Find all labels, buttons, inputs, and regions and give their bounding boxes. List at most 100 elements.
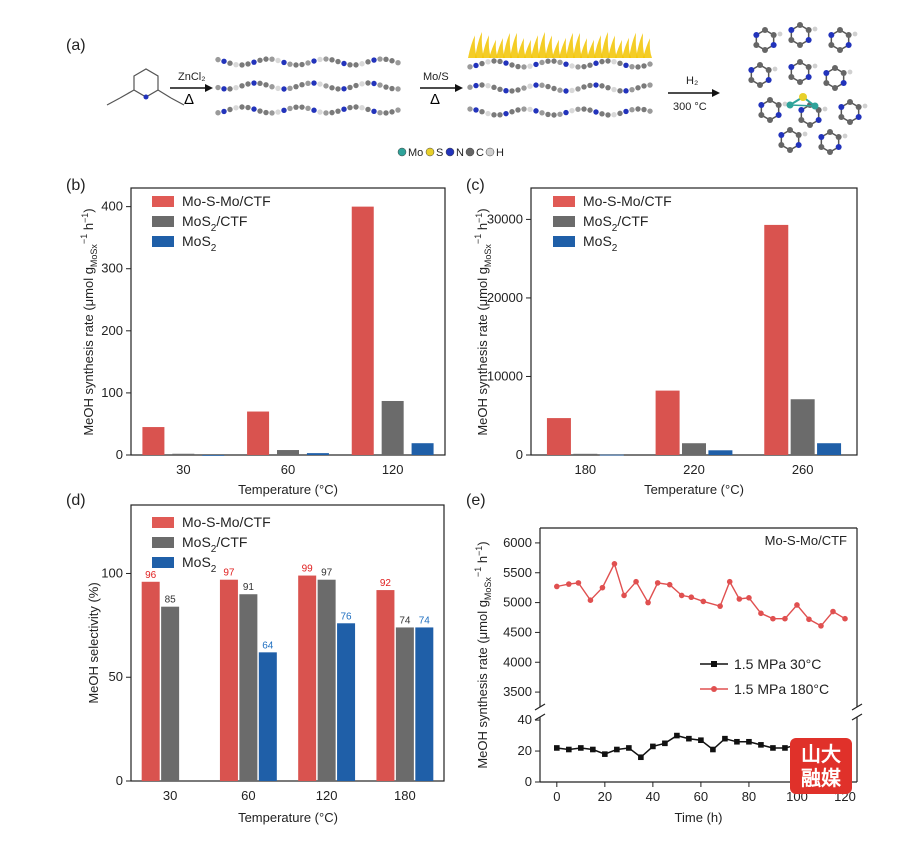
y-tick-label: 5000	[503, 595, 532, 610]
atom	[635, 85, 641, 91]
bar-mos2-ctf-180	[395, 627, 414, 781]
atom	[770, 42, 777, 48]
atom	[395, 60, 401, 66]
atom	[293, 62, 299, 68]
atom	[629, 107, 635, 113]
atom-mo	[786, 101, 794, 109]
y-tick-label: 0	[516, 447, 523, 462]
y-tick-label: 20000	[487, 290, 523, 305]
atom	[557, 111, 563, 117]
atom	[617, 88, 623, 94]
point-180c	[566, 581, 572, 587]
atom	[775, 102, 782, 108]
bar-mos2-60	[258, 652, 277, 781]
legend-swatch	[152, 537, 174, 548]
atom	[758, 102, 765, 108]
atom	[257, 80, 263, 87]
atom	[311, 58, 317, 64]
atom	[389, 58, 395, 64]
atom-h	[822, 106, 828, 112]
point-180c	[611, 561, 618, 567]
legend-swatch	[553, 196, 575, 207]
y-axis-label: MeOH synthesis rate (μmol gMoSx−1 h−1)	[473, 208, 493, 435]
atom	[795, 142, 802, 148]
atom	[269, 110, 275, 116]
mosx-fringe	[622, 37, 631, 58]
atom-h	[842, 133, 848, 139]
legend-label-30c: 1.5 MPa 30°C	[734, 656, 821, 672]
bar-mos2-30	[202, 455, 225, 456]
legend-label: MoS2	[182, 554, 217, 575]
atom	[753, 32, 760, 38]
atom	[251, 80, 257, 86]
atom-s	[799, 93, 807, 101]
point-30c	[698, 737, 704, 744]
bar-mo-s-mo-ctf-30	[142, 427, 165, 455]
x-tick-label: 180	[574, 462, 596, 477]
x-tick-label: 220	[683, 462, 705, 477]
step2-condition: Δ	[430, 91, 440, 108]
atom	[539, 82, 545, 88]
atom-legend-label: H	[496, 147, 504, 159]
atom	[491, 58, 497, 64]
chart-title: Mo-S-Mo/CTF	[765, 533, 847, 548]
x-tick-label: 60	[694, 789, 708, 804]
atom	[778, 132, 785, 138]
atom	[827, 129, 833, 135]
atom	[748, 77, 755, 83]
atom	[611, 112, 617, 118]
y-tick-label: 3500	[503, 684, 532, 699]
atom	[828, 42, 835, 48]
point-180c	[717, 603, 723, 609]
step3-condition: 300 °C	[673, 101, 707, 113]
atom	[353, 82, 359, 89]
legend-label: MoS2	[583, 233, 618, 254]
atom	[835, 144, 842, 150]
x-axis-label: Temperature (°C)	[238, 810, 338, 825]
atom	[545, 58, 551, 64]
atom	[245, 61, 251, 67]
atom	[221, 58, 227, 64]
legend-marker-180c	[711, 686, 717, 692]
atom	[317, 81, 323, 87]
atom	[527, 63, 533, 69]
atom	[788, 64, 795, 70]
atom	[305, 105, 311, 112]
mosx-fringe	[545, 35, 554, 58]
atom	[269, 56, 275, 62]
atom-legend: Mo S N C H	[397, 147, 504, 159]
atom	[389, 109, 395, 115]
data-label: 74	[419, 615, 431, 626]
reaction-arrow-3: H₂ 300 °C	[668, 75, 720, 113]
bar-mos2-ctf-180	[573, 453, 598, 455]
atom	[359, 105, 365, 111]
y-tick-label: 30000	[487, 211, 523, 226]
point-30c	[746, 738, 752, 745]
atom	[587, 82, 593, 89]
mo-mo-bond	[789, 104, 816, 107]
y-tick-label: 10000	[487, 368, 523, 383]
atom	[467, 64, 473, 70]
atom	[215, 56, 221, 63]
atom	[838, 114, 845, 120]
bar-mos2-120	[337, 623, 356, 781]
atom	[251, 106, 257, 112]
atom	[599, 111, 605, 117]
point-30c	[782, 745, 788, 751]
mosx-fringe	[496, 38, 505, 58]
panel-label-b: (b)	[66, 177, 86, 194]
bar-mos2-ctf-60	[239, 594, 258, 781]
mosx-fringe	[594, 35, 603, 58]
mosx-fringe	[608, 35, 617, 58]
atom	[245, 81, 251, 87]
point-30c	[686, 735, 692, 742]
atom	[557, 87, 563, 93]
atom	[635, 106, 641, 112]
atom	[503, 60, 509, 66]
atom	[563, 61, 569, 67]
atom	[840, 70, 847, 76]
atom	[611, 58, 617, 65]
atom-h	[782, 101, 788, 107]
atom	[593, 82, 599, 88]
legend-label: MoS2/CTF	[583, 213, 648, 234]
